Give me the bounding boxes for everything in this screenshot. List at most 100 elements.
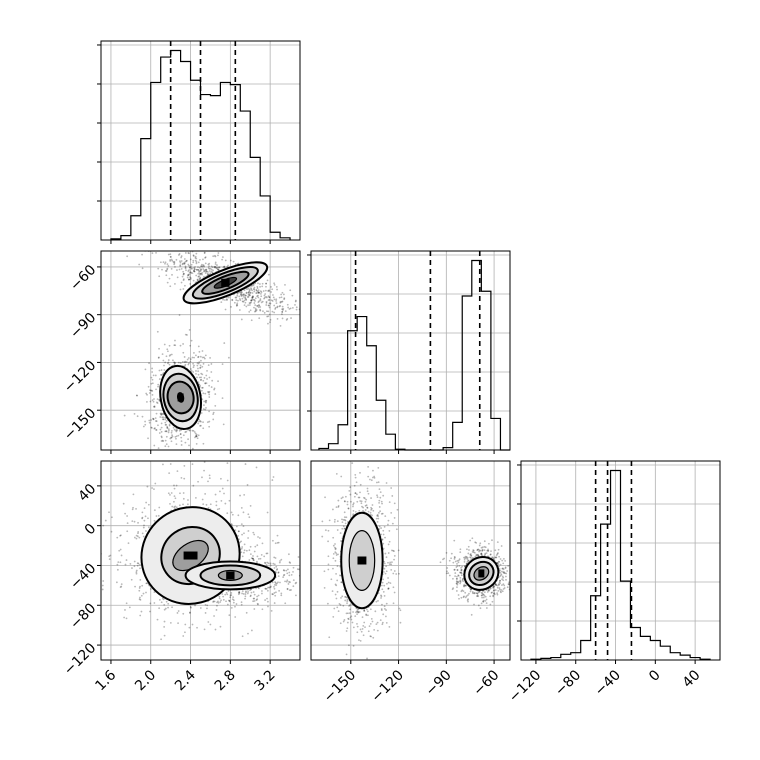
sample-point	[201, 365, 204, 368]
sample-point	[339, 574, 341, 577]
sample-point	[195, 370, 197, 372]
sample-point	[381, 539, 384, 541]
sample-point	[393, 517, 396, 519]
sample-point	[378, 525, 381, 528]
sample-point	[174, 362, 176, 365]
sample-point	[184, 252, 187, 254]
sample-point	[276, 568, 279, 570]
sample-point	[198, 277, 201, 280]
sample-point	[236, 304, 239, 307]
sample-point	[482, 600, 484, 603]
sample-point	[352, 645, 355, 647]
sample-point	[291, 294, 294, 297]
sample-point	[383, 605, 386, 608]
sample-point	[257, 282, 259, 285]
sample-point	[175, 443, 178, 445]
sample-point	[205, 503, 208, 506]
sample-point	[173, 506, 176, 509]
sample-point	[359, 639, 362, 642]
sample-point	[377, 599, 379, 602]
sample-point	[346, 596, 348, 599]
sample-point	[242, 293, 244, 296]
sample-point	[252, 284, 255, 287]
sample-point	[383, 584, 386, 587]
sample-point	[250, 588, 253, 591]
sample-point	[275, 565, 278, 568]
sample-point	[138, 263, 141, 266]
sample-point	[361, 616, 364, 619]
sample-point	[197, 356, 199, 359]
sample-point	[375, 600, 378, 603]
sample-point	[263, 296, 266, 299]
sample-point	[115, 581, 118, 584]
sample-point	[283, 573, 286, 576]
sample-point	[382, 578, 384, 581]
sample-point	[253, 593, 256, 596]
sample-point	[390, 563, 393, 566]
sample-point	[172, 426, 175, 429]
sample-point	[155, 515, 158, 517]
sample-point	[210, 363, 213, 365]
sample-point	[273, 282, 276, 285]
sample-point	[151, 487, 153, 489]
sample-point	[183, 365, 186, 367]
sample-point	[297, 556, 300, 558]
sample-point	[207, 266, 210, 269]
sample-point	[264, 561, 266, 564]
sample-point	[379, 619, 382, 622]
sample-point	[272, 294, 274, 296]
sample-point	[377, 481, 380, 484]
sample-point	[455, 582, 458, 585]
sample-point	[255, 309, 258, 311]
sample-point	[456, 565, 459, 568]
sample-point	[159, 242, 161, 244]
sample-point	[166, 281, 169, 284]
sample-point	[504, 572, 506, 575]
sample-point	[225, 591, 228, 594]
sample-point	[223, 265, 226, 268]
sample-point	[278, 589, 280, 592]
sample-point	[160, 426, 163, 429]
sample-point	[487, 589, 490, 591]
sample-point	[185, 430, 188, 433]
sample-point	[245, 292, 248, 295]
sample-point	[151, 252, 154, 255]
sample-point	[384, 536, 386, 539]
sample-point	[281, 310, 284, 313]
sample-point	[235, 296, 238, 299]
sample-point	[517, 562, 519, 564]
sample-point	[183, 262, 186, 265]
sample-point	[199, 379, 202, 381]
sample-point	[376, 494, 378, 497]
sample-point	[209, 357, 211, 359]
sample-point	[203, 252, 206, 254]
sample-point	[273, 592, 276, 594]
sample-point	[175, 429, 177, 432]
sample-point	[496, 562, 499, 565]
sample-point	[393, 570, 396, 572]
sample-point	[358, 496, 361, 499]
sample-point	[266, 279, 269, 282]
sample-point	[195, 442, 198, 445]
sample-point	[245, 590, 247, 593]
sample-point	[204, 269, 207, 272]
sample-point	[213, 265, 216, 268]
sample-point	[156, 330, 159, 333]
sample-point	[146, 485, 149, 488]
sample-point	[332, 552, 335, 555]
sample-point	[249, 304, 251, 306]
sample-point	[391, 522, 394, 525]
sample-point	[288, 571, 291, 574]
sample-point	[334, 518, 336, 521]
sample-point	[381, 588, 384, 591]
sample-point	[161, 268, 163, 271]
sample-point	[350, 615, 353, 618]
sample-point	[366, 506, 369, 509]
sample-point	[150, 389, 153, 392]
sample-point	[178, 268, 181, 271]
histogram-bin	[367, 346, 377, 450]
sample-point	[178, 429, 181, 432]
sample-point	[158, 378, 161, 380]
sample-point	[153, 398, 155, 400]
sample-point	[265, 285, 267, 288]
